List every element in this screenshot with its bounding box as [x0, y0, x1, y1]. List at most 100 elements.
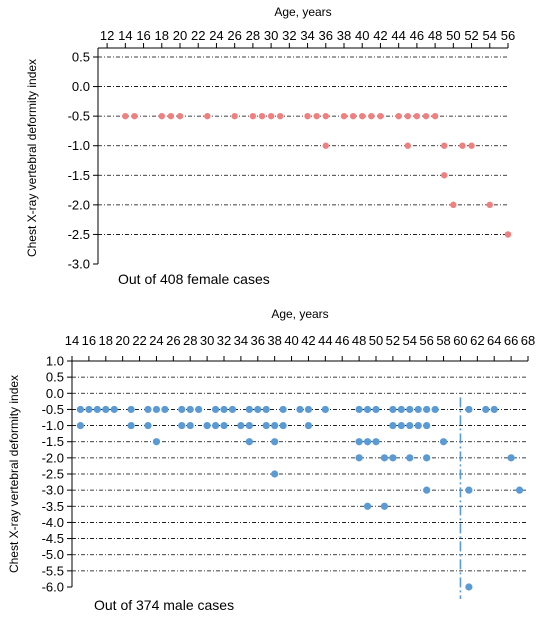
- data-point: [423, 486, 431, 494]
- data-point: [249, 112, 257, 120]
- data-point: [406, 405, 414, 414]
- data-point: [322, 112, 329, 120]
- x-tick-label: 54: [483, 28, 497, 43]
- data-point: [93, 405, 101, 414]
- data-point: [372, 405, 380, 414]
- data-point: [321, 405, 329, 414]
- x-tick-label: 16: [82, 333, 96, 348]
- x-tick-label: 40: [355, 28, 369, 43]
- x-tick-label: 64: [487, 333, 501, 348]
- x-tick-label: 50: [369, 333, 383, 348]
- x-tick-label: 22: [132, 333, 146, 348]
- x-tick-label: 30: [200, 333, 214, 348]
- data-point: [152, 405, 161, 414]
- x-tick-label: 58: [436, 333, 450, 348]
- case-count-note: Out of 374 male cases: [94, 597, 234, 613]
- data-point: [127, 405, 135, 414]
- data-point: [368, 112, 375, 120]
- data-point: [262, 405, 270, 414]
- data-point: [158, 112, 165, 120]
- x-tick-label: 56: [419, 333, 433, 348]
- female-panel: Age, years 12 14 16 18 20 22 24 26 28 30 32 34 36 38 40…: [25, 5, 515, 287]
- data-point: [423, 454, 431, 462]
- data-point: [340, 112, 348, 120]
- x-tick-label: 24: [149, 333, 163, 348]
- data-point: [389, 421, 397, 430]
- y-tick-label: -5.0: [42, 547, 64, 562]
- data-point: [110, 405, 118, 414]
- data-point: [262, 421, 270, 430]
- x-tick-label: 38: [267, 333, 281, 348]
- x-tick-label: 20: [173, 28, 187, 43]
- data-point: [450, 201, 457, 209]
- male-panel: Age, years 14 16 18 20 22 24 26 28 30 32 34 36 38 40 42…: [7, 307, 535, 613]
- data-point: [220, 405, 228, 414]
- x-tick-label: 22: [191, 28, 205, 43]
- data-point: [486, 201, 493, 209]
- data-point: [127, 421, 135, 430]
- data-point: [228, 405, 237, 414]
- data-point: [271, 421, 279, 430]
- y-tick-label: 0.5: [46, 370, 64, 385]
- data-point: [304, 405, 313, 414]
- data-point: [131, 112, 138, 120]
- data-point: [203, 421, 211, 430]
- data-point: [102, 405, 110, 414]
- x-tick-label: 40: [284, 333, 298, 348]
- y-axis-title: Chest X-ray vertebral deformity index: [25, 59, 39, 257]
- data-point: [504, 231, 512, 238]
- data-point: [397, 421, 405, 430]
- data-point: [359, 112, 366, 120]
- x-tick-label: 52: [386, 333, 400, 348]
- x-tick-label: 60: [453, 333, 467, 348]
- x-tick-label: 14: [65, 333, 79, 348]
- y-tick-label: -1.0: [42, 418, 64, 433]
- data-point: [271, 470, 279, 478]
- x-tick-label: 46: [410, 28, 424, 43]
- data-point: [395, 112, 402, 120]
- x-tick-label: 66: [504, 333, 518, 348]
- data-point: [389, 454, 397, 462]
- x-tick-label: 20: [115, 333, 129, 348]
- data-point: [431, 112, 439, 120]
- data-point: [178, 405, 186, 414]
- x-tick-label: 34: [300, 28, 314, 43]
- x-tick-label: 18: [155, 28, 169, 43]
- y-tick-label: -2.0: [42, 450, 64, 465]
- y-tick-label: -6.0: [42, 580, 64, 595]
- data-point: [468, 142, 475, 149]
- x-tick-label: 62: [470, 333, 484, 348]
- y-tick-label: -1.5: [68, 168, 90, 183]
- data-point: [490, 405, 498, 414]
- x-tick-label: 48: [352, 333, 366, 348]
- data-point: [304, 421, 313, 430]
- data-point: [363, 438, 372, 446]
- y-tick-label: -3.5: [42, 499, 64, 514]
- x-tick-label: 52: [464, 28, 478, 43]
- x-tick-label: 68: [521, 333, 535, 348]
- data-point: [211, 405, 220, 414]
- y-tick-label: -3.0: [42, 483, 64, 498]
- y-tick-label: -2.5: [42, 467, 64, 482]
- data-point: [459, 142, 466, 149]
- y-tick-label: -4.0: [42, 515, 64, 530]
- data-point: [439, 438, 448, 446]
- data-point: [277, 112, 284, 120]
- y-tick-label: 0.0: [46, 386, 64, 401]
- data-point: [431, 405, 439, 414]
- data-point: [254, 405, 262, 414]
- data-point: [363, 502, 372, 510]
- x-tick-label: 24: [209, 28, 223, 43]
- data-point: [279, 421, 287, 430]
- data-point: [422, 112, 430, 120]
- data-point: [355, 454, 363, 462]
- x-tick-label: 54: [403, 333, 417, 348]
- x-tick-label: 46: [335, 333, 349, 348]
- y-tick-label: 0.0: [72, 79, 90, 94]
- data-point: [313, 112, 320, 120]
- data-point: [211, 421, 220, 430]
- y-tick-label: -0.5: [68, 109, 90, 124]
- data-point: [267, 112, 275, 120]
- data-point: [423, 421, 431, 430]
